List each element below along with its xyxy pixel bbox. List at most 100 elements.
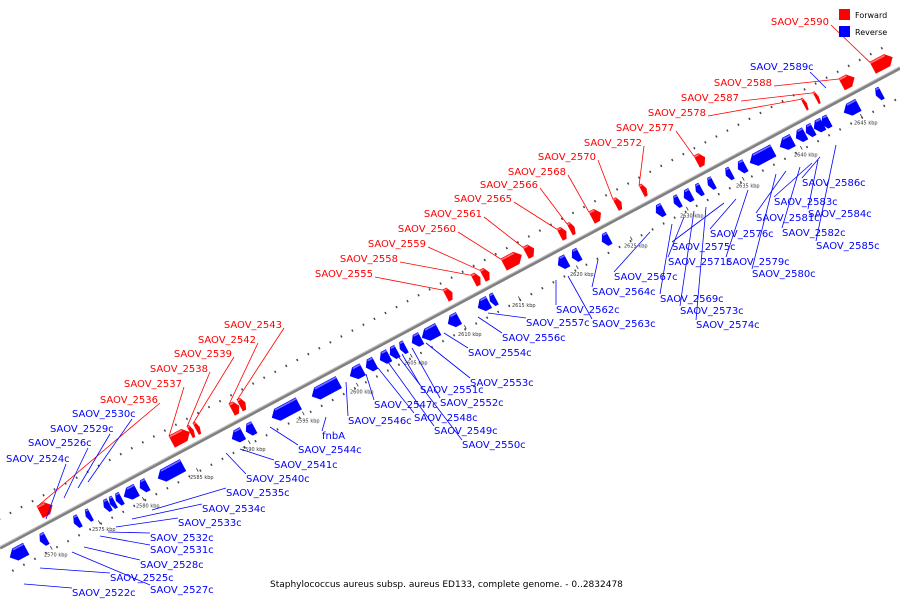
- reverse-lower-label-34: SAOV_2576c: [710, 229, 774, 240]
- forward-gene-11-body: [522, 244, 535, 259]
- reverse-gene-9: [139, 478, 151, 493]
- forward-gene-16: [638, 183, 648, 197]
- forward-gene-4: [192, 421, 202, 435]
- reverse-gene-32: [707, 176, 717, 190]
- reverse-gene-2-body: [39, 531, 50, 546]
- scale-tick-2: [98, 520, 101, 525]
- forward-gene-18-body: [800, 97, 809, 111]
- scale-tick-10: [518, 296, 521, 301]
- forward-label-20: SAOV_2588: [714, 78, 772, 89]
- forward-label-8: SAOV_2558: [340, 254, 398, 265]
- forward-label-4-leader: [192, 356, 235, 424]
- forward-gene-16-body: [638, 183, 648, 197]
- reverse-lower-label-15-leader: [365, 373, 375, 401]
- reverse-gene-16-shine: [367, 357, 373, 362]
- forward-label-15-leader: [597, 159, 614, 200]
- forward-label-5-leader: [228, 342, 259, 405]
- forward-label-6: SAOV_2543: [224, 320, 282, 331]
- reverse-gene-32-shine: [707, 176, 712, 180]
- forward-gene-12-body: [556, 226, 567, 241]
- forward-gene-21: [869, 54, 893, 74]
- reverse-gene-4-shine: [85, 509, 89, 512]
- scale-label-5: 2590 kbp: [242, 447, 266, 453]
- reverse-lower-label-18-leader: [397, 355, 463, 441]
- reverse-gene-20: [411, 332, 425, 347]
- reverse-lower-label-26: SAOV_2563c: [592, 319, 656, 330]
- reverse-lower-label-21-leader: [425, 342, 471, 379]
- forward-gene-2: [168, 429, 190, 448]
- reverse-gene-8-shine: [126, 484, 135, 490]
- reverse-gene-41: [843, 98, 862, 116]
- reverse-gene-5-body: [103, 498, 113, 512]
- forward-gene-3: [186, 424, 196, 439]
- reverse-upper-label-1-leader: [45, 463, 67, 520]
- reverse-lower-label-38-leader: [781, 166, 801, 229]
- reverse-upper-label-2: SAOV_2526c: [28, 438, 92, 449]
- reverse-gene-21-shine: [424, 323, 436, 331]
- scale-tick-6: [301, 411, 305, 416]
- lower-dotted-track: [11, 96, 900, 572]
- scale-label-6: 2595 kbp: [296, 418, 320, 424]
- reverse-lower-label-3-leader: [71, 551, 151, 586]
- reverse-gene-40: [821, 114, 833, 129]
- forward-gene-2-body: [168, 429, 190, 448]
- reverse-gene-3-body: [73, 514, 83, 528]
- reverse-gene-34-body: [737, 159, 749, 174]
- forward-label-2-leader: [168, 386, 185, 437]
- reverse-gene-30-shine: [684, 188, 690, 193]
- forward-label-16: SAOV_2572: [584, 138, 642, 149]
- forward-label-15: SAOV_2570: [538, 152, 596, 163]
- reverse-lower-label-29-leader: [659, 223, 673, 295]
- reverse-gene-21-body: [421, 323, 442, 341]
- reverse-gene-40-shine: [822, 115, 828, 119]
- forward-gene-17: [693, 153, 706, 168]
- reverse-gene-27-body: [601, 231, 613, 246]
- forward-gene-9-body: [479, 267, 490, 282]
- reverse-gene-24: [489, 292, 499, 307]
- reverse-upper-label-3-leader: [77, 433, 111, 489]
- forward-gene-10-shine: [501, 252, 515, 261]
- reverse-lower-label-27: SAOV_2564c: [592, 287, 656, 298]
- reverse-lower-label-30-leader: [667, 216, 685, 258]
- reverse-gene-38-body: [805, 122, 817, 138]
- reverse-lower-label-9-leader: [151, 487, 227, 511]
- reverse-gene-41-body: [843, 98, 862, 116]
- forward-gene-18-shine: [801, 98, 804, 101]
- reverse-upper-label-3: SAOV_2529c: [50, 424, 114, 435]
- reverse-gene-40-body: [821, 114, 833, 129]
- scale-label-7: 2600 kbp: [350, 390, 374, 396]
- reverse-lower-label-28: SAOV_2567c: [614, 272, 678, 283]
- reverse-gene-42-shine: [875, 87, 880, 91]
- reverse-lower-label-41: SAOV_2585c: [816, 241, 880, 252]
- reverse-gene-8: [123, 483, 140, 500]
- forward-gene-13-body: [566, 221, 576, 236]
- reverse-gene-18-body: [389, 344, 401, 360]
- forward-label-11: SAOV_2561: [424, 209, 482, 220]
- forward-gene-7-shine: [443, 288, 448, 292]
- forward-label-10-leader: [457, 231, 502, 260]
- reverse-gene-20-shine: [413, 332, 419, 337]
- forward-label-13-leader: [539, 187, 568, 225]
- forward-gene-10: [500, 251, 522, 271]
- reverse-gene-25-body: [557, 254, 571, 269]
- reverse-lower-label-29: SAOV_2569c: [660, 294, 724, 305]
- forward-label-2: SAOV_2537: [124, 379, 182, 390]
- reverse-gene-24-shine: [489, 293, 494, 297]
- label-leader-lines: [23, 24, 871, 589]
- forward-label-5: SAOV_2542: [198, 335, 256, 346]
- forward-label-7: SAOV_2555: [315, 269, 373, 280]
- forward-gene-20-shine: [839, 75, 847, 81]
- scale-label-9: 2610 kbp: [458, 332, 482, 338]
- reverse-gene-26: [571, 247, 583, 262]
- reverse-gene-39-shine: [815, 118, 821, 123]
- reverse-gene-15-body: [349, 363, 366, 380]
- reverse-gene-37-shine: [797, 128, 803, 133]
- forward-gene-1-shine: [37, 502, 45, 509]
- forward-label-18-leader: [707, 98, 802, 117]
- reverse-gene-23: [477, 295, 493, 312]
- reverse-gene-21: [421, 323, 442, 341]
- reverse-gene-17: [379, 349, 393, 364]
- reverse-gene-26-body: [571, 247, 583, 262]
- reverse-lower-label-14: SAOV_2546c: [348, 416, 412, 427]
- reverse-gene-18: [389, 344, 401, 360]
